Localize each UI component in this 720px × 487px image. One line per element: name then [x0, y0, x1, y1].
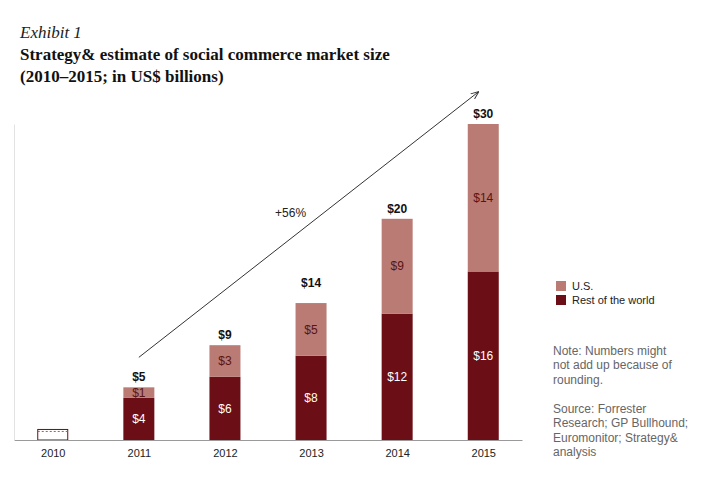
- title: Strategy& estimate of social commerce ma…: [20, 45, 390, 64]
- series-group: [123, 124, 498, 398]
- data-label: $16: [473, 349, 493, 363]
- x-tick: 2010: [41, 447, 65, 459]
- chart-container: Exhibit 1 Strategy& estimate of social co…: [0, 0, 720, 487]
- note-block: Note: Numbers mightnot add up because of…: [553, 344, 672, 387]
- note-line: rounding.: [553, 373, 603, 387]
- x-axis-line: [15, 440, 523, 441]
- bar: [209, 377, 240, 440]
- subtitle: (2010–2015; in US$ billions): [20, 67, 224, 86]
- note-line: Note: Numbers might: [553, 344, 667, 358]
- data-label: $3: [218, 354, 232, 368]
- bar: [123, 398, 154, 440]
- growth-arrow: [139, 92, 478, 357]
- x-tick-label: 2013: [299, 447, 323, 459]
- total-label: $20: [387, 202, 407, 216]
- data-label: $14: [473, 191, 493, 205]
- bar: [468, 271, 499, 440]
- data-label: $9: [390, 259, 404, 273]
- total-label: $14: [301, 276, 321, 290]
- data-label: $8: [304, 391, 318, 405]
- legend-swatch: [556, 295, 566, 305]
- bar: [382, 219, 413, 314]
- bar: [382, 314, 413, 440]
- labels: $4 $6 $8 $12 $16 $1 $3 $5 $9 $14 $5 $9 $14 $20 $30: [132, 107, 493, 426]
- series-group: [123, 271, 498, 440]
- note-line: not add up because of: [553, 358, 672, 372]
- bar: [296, 303, 327, 356]
- data-label: $5: [304, 323, 318, 337]
- bars: [38, 124, 499, 440]
- source-line: Research; GP Bullhound;: [553, 416, 688, 430]
- x-tick: 2013: [299, 447, 323, 459]
- legend-item: Rest of the world: [556, 294, 655, 306]
- legend-item: U.S.: [556, 280, 593, 292]
- x-tick-label: 2014: [385, 447, 409, 459]
- x-tick: 2012: [213, 447, 237, 459]
- legend-label: U.S.: [572, 280, 593, 292]
- x-tick-label: 2011: [128, 447, 152, 459]
- bar: [209, 345, 240, 377]
- total-label: $9: [218, 328, 232, 342]
- chart-svg: Exhibit 1 Strategy& estimate of social co…: [0, 0, 720, 487]
- source-line: Source: Forrester: [553, 402, 646, 416]
- x-tick-label: 2010: [41, 447, 65, 459]
- total-label: $30: [473, 107, 493, 121]
- placeholder-top: [38, 431, 68, 432]
- x-tick: 2015: [472, 447, 496, 459]
- total-label: $5: [132, 370, 146, 384]
- legend: U.S. Rest of the world: [556, 280, 655, 306]
- data-label: $6: [218, 402, 232, 416]
- x-tick-label: 2012: [213, 447, 237, 459]
- x-tick: 2014: [385, 447, 409, 459]
- x-tick: 2011: [128, 447, 152, 459]
- placeholder-bar: [38, 429, 68, 440]
- source-block: Source: ForresterResearch; GP Bullhound;…: [553, 402, 688, 459]
- data-label: $1: [132, 386, 146, 400]
- x-axis: 2010 2011 2012 2013 2014 2015: [15, 441, 523, 459]
- data-label: $12: [387, 370, 407, 384]
- exhibit-label: Exhibit 1: [19, 23, 82, 42]
- y-axis-line: [14, 125, 15, 441]
- source-line: analysis: [553, 445, 596, 459]
- bar: [468, 124, 499, 271]
- source-line: Euromonitor; Strategy&: [553, 431, 678, 445]
- x-tick-label: 2015: [472, 447, 496, 459]
- annotation: +56%: [275, 206, 306, 220]
- y-axis: [14, 125, 15, 441]
- legend-label: Rest of the world: [572, 294, 655, 306]
- bar: [296, 356, 327, 440]
- legend-swatch: [556, 281, 566, 291]
- data-label: $4: [132, 412, 146, 426]
